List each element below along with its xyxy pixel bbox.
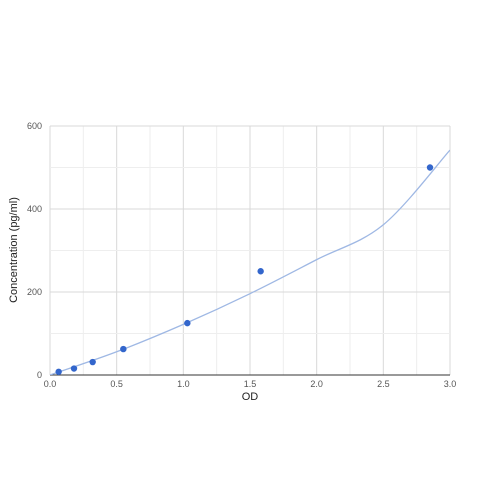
x-tick-label: 2.0 xyxy=(310,379,323,389)
x-tick-label: 0.5 xyxy=(110,379,123,389)
data-point xyxy=(426,164,434,171)
y-tick-labels: 0 200 400 600 xyxy=(27,121,42,380)
data-point xyxy=(55,368,62,375)
x-tick-labels: 0.0 0.5 1.0 1.5 2.0 2.5 3.0 xyxy=(44,379,457,389)
y-tick-label: 600 xyxy=(27,121,42,131)
data-point xyxy=(184,319,191,327)
grid-lines xyxy=(49,125,451,376)
x-tick-label: 1.0 xyxy=(177,379,190,389)
x-tick-label: 2.5 xyxy=(377,379,390,389)
x-tick-label: 1.5 xyxy=(244,379,257,389)
y-tick-label: 200 xyxy=(27,287,42,297)
y-tick-label: 400 xyxy=(27,204,42,214)
fit-curve-group xyxy=(50,149,450,375)
data-point xyxy=(70,365,78,372)
data-point xyxy=(257,268,264,275)
data-point xyxy=(89,358,96,366)
y-axis-title: Concentration (pg/ml) xyxy=(8,197,20,303)
data-points xyxy=(55,164,434,375)
x-axis-title: OD xyxy=(242,391,259,403)
x-tick-label: 0.0 xyxy=(44,379,57,389)
y-tick-label: 0 xyxy=(37,370,42,380)
x-tick-label: 3.0 xyxy=(444,379,457,389)
fit-curve xyxy=(50,149,450,375)
data-point xyxy=(120,345,127,353)
